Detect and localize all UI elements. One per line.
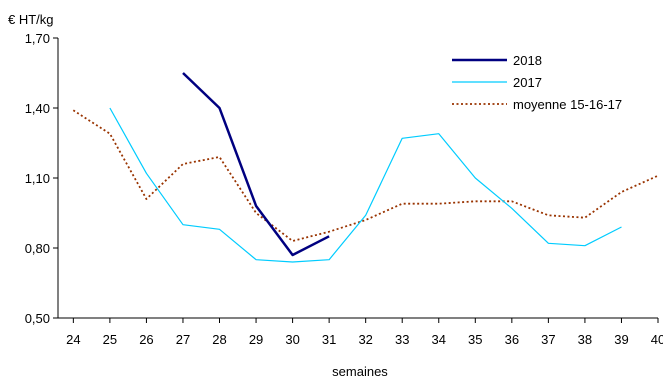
series-line-2018 [182, 72, 330, 257]
legend-label: 2018 [513, 53, 542, 68]
x-tick-label: 25 [103, 332, 117, 347]
x-tick-label: 28 [212, 332, 226, 347]
y-tick-label: 0,80 [25, 241, 50, 256]
x-tick-label: 37 [541, 332, 555, 347]
y-tick-label: 1,70 [25, 31, 50, 46]
y-tick-label: 1,40 [25, 101, 50, 116]
x-tick-label: 26 [139, 332, 153, 347]
legend: 2018 2017 moyenne 15-16-17 [452, 53, 622, 112]
x-tick-label: 36 [505, 332, 519, 347]
x-tick-label: 33 [395, 332, 409, 347]
x-tick-label: 32 [358, 332, 372, 347]
y-axis-ticks: 0,50 0,80 1,10 1,40 1,70 [25, 31, 58, 326]
x-tick-label: 38 [578, 332, 592, 347]
series-lines [72, 72, 659, 263]
x-tick-label: 39 [614, 332, 628, 347]
x-tick-label: 29 [249, 332, 263, 347]
x-axis-title: semaines [332, 364, 388, 379]
legend-label: 2017 [513, 75, 542, 90]
plot-area [57, 38, 658, 319]
series-line-moyenne-15-16-17 [72, 109, 659, 242]
legend-label: moyenne 15-16-17 [513, 97, 622, 112]
x-tick-label: 24 [66, 332, 80, 347]
x-tick-label: 40 [651, 332, 663, 347]
x-tick-label: 31 [322, 332, 336, 347]
y-tick-label: 1,10 [25, 171, 50, 186]
series-line-2017 [109, 107, 622, 263]
x-tick-label: 30 [285, 332, 299, 347]
x-tick-label: 27 [176, 332, 190, 347]
y-axis-title: € HT/kg [8, 12, 54, 27]
x-tick-label: 34 [432, 332, 446, 347]
x-tick-label: 35 [468, 332, 482, 347]
x-axis-ticks: 24 25 26 27 28 29 30 31 32 33 34 35 36 37 38 39 40 [66, 318, 663, 347]
y-tick-label: 0,50 [25, 311, 50, 326]
